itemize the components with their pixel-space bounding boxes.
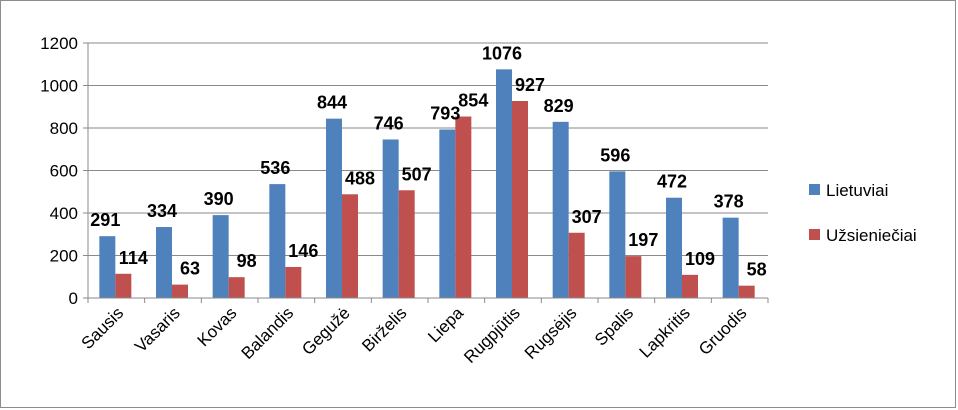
data-label: 472 bbox=[657, 172, 687, 192]
bars bbox=[99, 69, 755, 299]
legend-swatch bbox=[809, 229, 820, 240]
data-label: 58 bbox=[747, 260, 767, 280]
bar-lietuviai bbox=[439, 129, 456, 298]
bar-lietuviai bbox=[552, 121, 569, 299]
bar-lietuviai bbox=[269, 184, 286, 298]
x-tick-label: Lapkritis bbox=[636, 303, 694, 361]
x-tick-label: Vasaris bbox=[131, 303, 184, 356]
data-labels: 291 114 334 63 390 98 536 146 844 488 746 507 793854… bbox=[90, 43, 766, 279]
x-tick-label: Liepa bbox=[424, 303, 467, 346]
data-label: 390 bbox=[204, 189, 234, 209]
data-label: 63 bbox=[180, 259, 200, 279]
bar-uzsienieciai bbox=[285, 266, 302, 298]
bar-uzsienieciai bbox=[342, 194, 358, 298]
legend-label: Lietuviai bbox=[826, 181, 888, 200]
data-label: 109 bbox=[685, 249, 715, 269]
data-label: 793 bbox=[430, 103, 460, 123]
bar-uzsienieciai bbox=[398, 190, 415, 298]
data-label: 507 bbox=[402, 164, 432, 184]
bar-lietuviai bbox=[496, 69, 512, 298]
bar-lietuviai bbox=[666, 197, 682, 298]
bar-uzsienieciai bbox=[682, 274, 698, 298]
bar-uzsienieciai bbox=[455, 116, 472, 299]
bar-uzsienieciai bbox=[625, 256, 642, 298]
bar-lietuviai bbox=[212, 215, 229, 298]
y-tick-label: 1200 bbox=[40, 34, 78, 53]
data-label: 829 bbox=[544, 96, 574, 116]
data-label: 854 bbox=[458, 91, 488, 111]
x-tick-label: Rugpjūtis bbox=[460, 303, 524, 367]
data-label: 927 bbox=[515, 75, 545, 95]
bar-lietuviai bbox=[609, 171, 626, 298]
y-axis: 0 200 400 600 800 1000 1200 bbox=[40, 34, 89, 308]
y-tick-label: 800 bbox=[50, 119, 78, 138]
y-tick-label: 600 bbox=[50, 162, 78, 181]
x-tick-label: Sausis bbox=[78, 303, 128, 353]
bar-uzsienieciai bbox=[115, 273, 132, 298]
bar-uzsienieciai bbox=[228, 277, 245, 298]
bar-lietuviai bbox=[722, 217, 739, 298]
x-tick-label: Balandis bbox=[238, 303, 298, 363]
y-tick-label: 1000 bbox=[40, 77, 78, 96]
data-label: 746 bbox=[374, 113, 404, 133]
legend-label: Užsieniečiai bbox=[826, 226, 917, 245]
data-label: 536 bbox=[260, 158, 290, 178]
bar-uzsienieciai bbox=[172, 284, 188, 298]
data-label: 146 bbox=[288, 241, 318, 261]
data-label: 378 bbox=[714, 192, 744, 212]
x-tick-label: Rugsėjis bbox=[521, 303, 581, 363]
y-tick-label: 0 bbox=[69, 289, 78, 308]
x-tick-label: Birželis bbox=[358, 303, 410, 355]
data-label: 596 bbox=[600, 145, 630, 165]
legend-swatch bbox=[809, 184, 820, 195]
x-tick-label: Spalis bbox=[591, 303, 637, 349]
data-label: 114 bbox=[119, 248, 148, 268]
data-label: 1076 bbox=[482, 43, 522, 63]
data-label: 488 bbox=[345, 168, 375, 188]
data-label: 291 bbox=[90, 210, 120, 230]
data-label: 197 bbox=[628, 230, 658, 250]
gridlines bbox=[88, 42, 768, 256]
data-label: 307 bbox=[572, 207, 602, 227]
x-tick-label: Gruodis bbox=[695, 303, 751, 359]
bar-lietuviai bbox=[156, 227, 172, 298]
bar-lietuviai bbox=[99, 236, 116, 298]
data-label: 844 bbox=[317, 93, 347, 113]
bar-lietuviai bbox=[326, 118, 342, 299]
data-label: 98 bbox=[237, 251, 257, 271]
data-label: 334 bbox=[147, 201, 177, 221]
y-tick-label: 400 bbox=[50, 204, 78, 223]
x-tick-label: Kovas bbox=[194, 303, 241, 350]
legend: Lietuviai Užsieniečiai bbox=[809, 181, 917, 245]
bar-uzsienieciai bbox=[568, 232, 585, 298]
bar-lietuviai bbox=[382, 139, 399, 298]
y-tick-label: 200 bbox=[50, 247, 78, 266]
x-tick-label: Gegužė bbox=[298, 303, 354, 359]
bar-uzsienieciai bbox=[738, 285, 755, 298]
bar-uzsienieciai bbox=[512, 101, 528, 298]
